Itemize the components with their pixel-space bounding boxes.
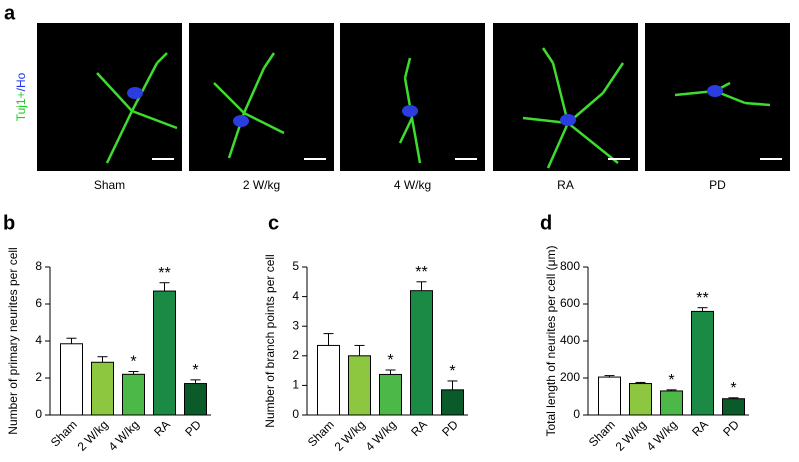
soma <box>127 87 143 99</box>
x-tick-label: RA <box>408 417 430 439</box>
neurite <box>242 67 266 114</box>
neurite <box>96 72 133 112</box>
neurite <box>567 122 619 164</box>
x-tick-label: 2 W/kg <box>332 417 368 453</box>
soma <box>233 115 249 127</box>
panel-letter: c <box>268 212 279 234</box>
x-tick-label: 2 W/kg <box>75 417 111 453</box>
image-label: 4 W/kg <box>394 178 431 192</box>
neurite <box>105 110 134 164</box>
bar <box>153 290 176 416</box>
significance: ** <box>415 264 427 281</box>
neurite <box>398 117 414 144</box>
bar <box>317 344 340 416</box>
bar <box>441 389 464 416</box>
x-tick-label: 4 W/kg <box>363 417 399 453</box>
significance: ** <box>158 265 170 282</box>
neurite <box>403 57 412 79</box>
neurite <box>130 62 159 112</box>
bar <box>348 355 371 416</box>
neurite <box>213 82 245 114</box>
y-axis-label: Number of branch points per cell <box>263 254 277 427</box>
neurite <box>744 101 771 107</box>
bar <box>184 383 207 416</box>
y-tick-label: 1 <box>292 378 299 392</box>
bar <box>722 398 745 416</box>
x-tick-label: 4 W/kg <box>644 417 680 453</box>
soma <box>560 114 576 126</box>
neurite <box>156 52 168 64</box>
significance: * <box>668 372 674 389</box>
y-tick-label: 0 <box>573 407 580 421</box>
image-label: 2 W/kg <box>243 178 280 192</box>
significance: * <box>387 352 393 369</box>
significance: * <box>730 380 736 397</box>
y-tick-label: 4 <box>292 289 299 303</box>
neurite <box>243 111 285 135</box>
neurite <box>522 116 569 125</box>
image-label: PD <box>709 178 726 192</box>
x-tick-label: RA <box>151 417 173 439</box>
neurite <box>131 109 178 130</box>
stain-label: Tuj1+/Ho <box>14 72 28 121</box>
x-tick-label: PD <box>182 417 204 439</box>
y-tick-label: 5 <box>292 259 299 273</box>
image-label: RA <box>557 178 574 192</box>
x-tick-label: 2 W/kg <box>613 417 649 453</box>
bar <box>629 383 652 416</box>
y-tick-label: 2 <box>35 370 42 384</box>
bar <box>91 361 114 416</box>
micrograph <box>493 23 638 171</box>
bar <box>410 290 433 416</box>
micrograph <box>340 23 485 171</box>
bar <box>60 343 83 416</box>
significance: ** <box>696 290 708 307</box>
neurite <box>546 122 570 169</box>
y-tick-label: 400 <box>560 333 580 347</box>
soma <box>707 85 723 97</box>
y-tick-label: 4 <box>35 333 42 347</box>
y-tick-label: 800 <box>560 259 580 273</box>
neurite <box>551 62 570 124</box>
bar <box>691 310 714 416</box>
stain-tuj1: Tuj1+ <box>14 91 28 121</box>
y-axis-label: Number of primary neurites per cell <box>6 247 20 434</box>
soma <box>402 105 418 117</box>
x-tick-label: PD <box>439 417 461 439</box>
y-tick-label: 200 <box>560 370 580 384</box>
image-label: Sham <box>94 178 125 192</box>
micrograph <box>37 23 182 171</box>
stain-ho: /Ho <box>14 72 28 91</box>
y-tick-label: 0 <box>35 407 42 421</box>
micrograph <box>645 23 790 171</box>
significance: * <box>449 363 455 380</box>
x-tick-label: RA <box>689 417 711 439</box>
panel-letter: d <box>540 212 552 234</box>
y-tick-label: 3 <box>292 318 299 332</box>
y-tick-label: 0 <box>292 407 299 421</box>
panel-letter: b <box>3 212 15 234</box>
neurite <box>410 117 422 164</box>
bar <box>122 373 145 416</box>
bar <box>598 376 621 416</box>
y-tick-label: 2 <box>292 348 299 362</box>
neurite <box>262 52 276 69</box>
bar <box>660 390 683 416</box>
bar <box>379 373 402 416</box>
significance: * <box>192 362 198 379</box>
y-axis-label: Total length of neurites per cell (μm) <box>544 245 558 436</box>
significance: * <box>130 354 136 371</box>
y-tick-label: 8 <box>35 259 42 273</box>
panel-letter: a <box>4 2 16 24</box>
neurite <box>541 47 555 64</box>
y-tick-label: 6 <box>35 296 42 310</box>
x-tick-label: 4 W/kg <box>106 417 142 453</box>
y-tick-label: 600 <box>560 296 580 310</box>
neurite <box>601 62 625 94</box>
x-tick-label: PD <box>720 417 742 439</box>
micrograph <box>189 23 334 171</box>
